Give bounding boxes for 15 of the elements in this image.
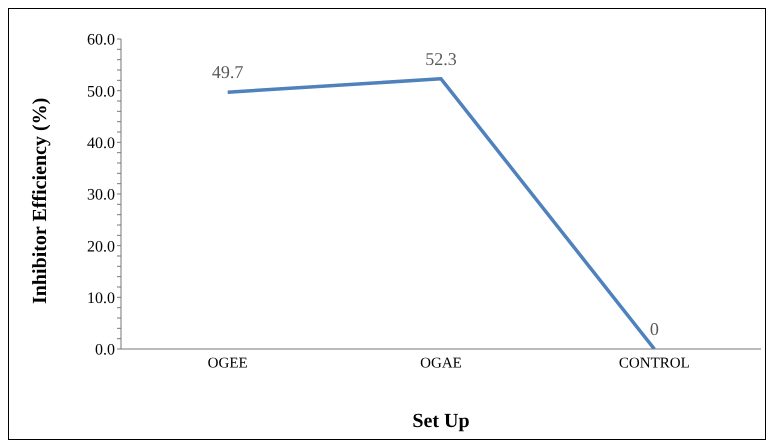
y-axis-title: Inhibitor Efficiency (%) xyxy=(29,98,52,304)
y-tick-label: 0.0 xyxy=(95,342,115,359)
y-tick-label: 50.0 xyxy=(87,83,115,100)
data-label: 0 xyxy=(650,319,659,339)
x-tick-label: OGAE xyxy=(420,356,462,372)
data-label: 49.7 xyxy=(212,62,244,82)
y-tick-label: 20.0 xyxy=(87,238,115,256)
x-axis-title: Set Up xyxy=(412,410,470,432)
data-label: 52.3 xyxy=(425,48,457,69)
y-tick-label: 60.0 xyxy=(87,32,115,49)
y-tick-label: 10.0 xyxy=(87,290,115,308)
y-tick-label: 30.0 xyxy=(87,186,115,204)
y-tick-label: 40.0 xyxy=(87,135,115,152)
x-tick-label: OGEE xyxy=(208,356,248,372)
x-tick-label: CONTROL xyxy=(618,356,690,372)
